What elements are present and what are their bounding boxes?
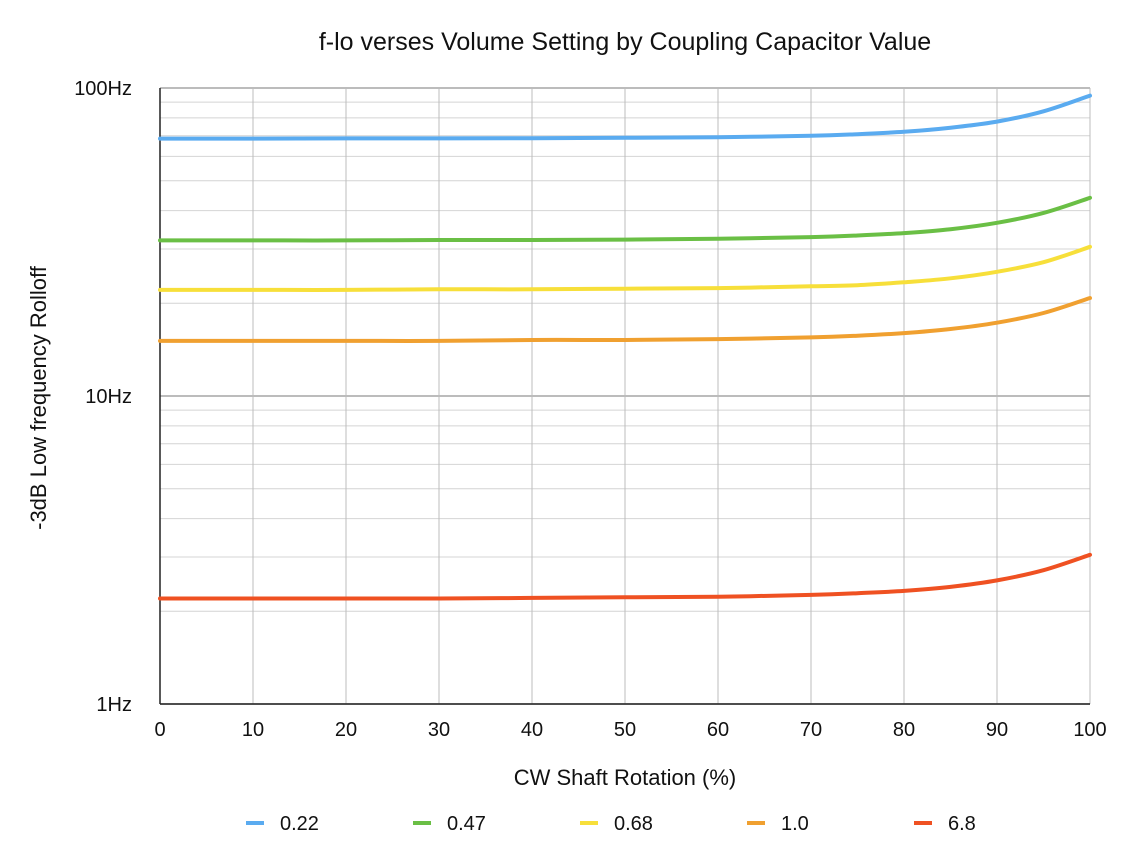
x-tick-label: 70	[800, 719, 822, 741]
x-tick-label: 50	[614, 719, 636, 741]
x-tick-label: 10	[242, 719, 264, 741]
series-line-0.47	[158, 195, 1092, 243]
chart-title: f-lo verses Volume Setting by Coupling C…	[319, 28, 931, 56]
x-tick-label: 0	[154, 719, 165, 741]
x-tick-label: 90	[986, 719, 1008, 741]
x-tick-label: 40	[521, 719, 543, 741]
x-axis-ticks: 0 10 20 30 40 50 60 70 80 90 100	[154, 719, 1106, 741]
legend-label-0.68: 0.68	[614, 813, 653, 835]
x-tick-label: 20	[335, 719, 357, 741]
y-axis-label: -3dB Low frequency Rolloff	[26, 265, 51, 530]
legend: 0.22 0.47 0.68 1.0 6.8	[246, 813, 976, 835]
legend-label-6.8: 6.8	[948, 813, 976, 835]
y-tick-label: 100Hz	[74, 78, 132, 100]
x-tick-label: 80	[893, 719, 915, 741]
series-line-0.68	[158, 244, 1092, 292]
x-tick-label: 100	[1073, 719, 1106, 741]
y-axis-ticks: 1Hz 10Hz 100Hz	[74, 78, 132, 716]
series-line-1.0	[158, 296, 1092, 343]
series-line-6.8	[158, 552, 1092, 601]
legend-label-0.22: 0.22	[280, 813, 319, 835]
legend-label-1.0: 1.0	[781, 813, 809, 835]
x-tick-label: 30	[428, 719, 450, 741]
series-lines	[158, 93, 1092, 601]
y-tick-label: 1Hz	[96, 694, 132, 716]
x-tick-label: 60	[707, 719, 729, 741]
grid	[159, 87, 1091, 705]
legend-label-0.47: 0.47	[447, 813, 486, 835]
x-axis-label: CW Shaft Rotation (%)	[514, 765, 737, 790]
series-line-0.22	[158, 93, 1092, 141]
y-tick-label: 10Hz	[85, 386, 132, 408]
